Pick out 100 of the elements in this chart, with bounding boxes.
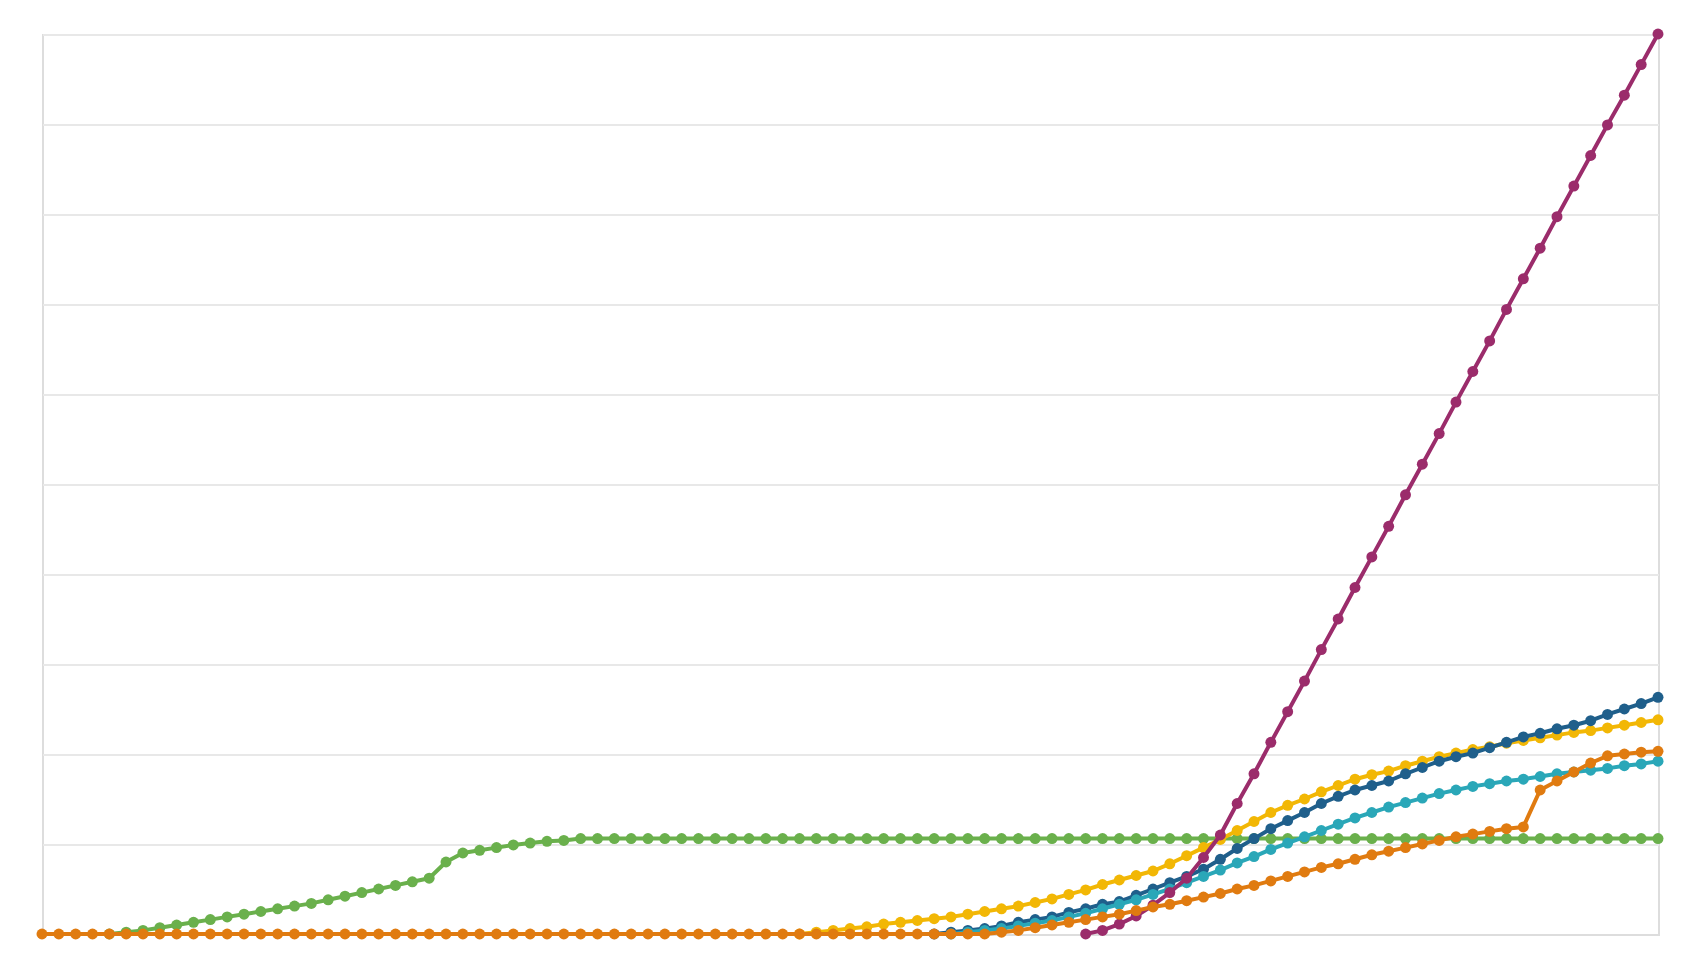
point [1400,768,1411,780]
point [1147,865,1159,877]
point [996,903,1007,915]
point [1147,888,1159,900]
point [1315,644,1327,656]
point [1097,879,1108,890]
point [1501,303,1512,315]
point [1635,698,1647,710]
point [1585,725,1597,737]
point [1602,119,1613,131]
point [1198,852,1209,863]
point [1635,758,1647,770]
point [1366,769,1378,781]
point [1248,816,1260,827]
point [1130,894,1142,906]
point [1652,691,1664,703]
point [1602,722,1613,734]
point [1265,807,1277,818]
point [1332,818,1344,830]
point [1534,771,1546,782]
point [1517,273,1529,285]
point [1585,150,1597,161]
point [1113,874,1125,886]
point [1029,897,1041,908]
point [1282,706,1294,718]
point [1332,613,1344,625]
point [1618,703,1630,715]
point [1214,853,1226,865]
point [1618,89,1630,101]
point [1181,850,1193,862]
point [1534,727,1546,739]
point [1652,28,1664,40]
point [1383,775,1395,787]
point [1602,762,1613,774]
point [1551,211,1563,223]
point [1097,924,1108,936]
point [1299,675,1310,687]
point [1063,888,1075,900]
point [928,913,940,925]
point [1080,884,1092,896]
point [1467,780,1479,792]
point [1568,719,1580,731]
point [979,906,991,917]
point [1383,801,1395,813]
point [1433,788,1445,800]
point [1349,582,1361,593]
point [1416,792,1428,804]
point [1046,893,1058,905]
point [1231,843,1243,854]
point [895,916,906,928]
point [1652,714,1664,726]
point [1248,851,1260,863]
point [1248,768,1260,780]
point [1214,864,1226,876]
point [1315,798,1327,809]
point [1349,812,1361,824]
point [1467,366,1479,377]
point [1383,520,1395,532]
point [1400,489,1411,501]
point [945,911,957,923]
point [1315,825,1327,836]
point [1416,762,1428,773]
point [1130,870,1142,881]
point [1198,870,1209,882]
point [1012,900,1024,912]
point [1450,784,1462,796]
point [1602,708,1613,720]
point [1585,715,1597,727]
point [1366,551,1378,563]
point [1517,773,1529,785]
point [1501,775,1512,787]
point [1349,773,1361,785]
point [1080,928,1092,940]
point [1265,843,1277,855]
point [962,908,974,920]
point [1299,807,1310,818]
point [1568,180,1580,192]
point [1265,736,1277,748]
point [1366,780,1378,791]
point [1416,458,1428,470]
point [1450,396,1462,408]
point [1113,918,1125,930]
point [1231,798,1243,809]
point [1231,825,1243,836]
point [1315,786,1327,798]
point [1433,428,1445,440]
point [1164,858,1176,870]
point [1383,765,1395,777]
point [878,918,890,930]
point [1618,760,1630,772]
point [1618,719,1630,731]
point [911,915,923,926]
point [1484,778,1496,790]
point [1400,797,1411,809]
point [1652,755,1664,767]
point [1332,780,1344,791]
point [1282,815,1294,827]
point [1231,857,1243,869]
point [1299,793,1310,805]
point [1551,723,1563,735]
